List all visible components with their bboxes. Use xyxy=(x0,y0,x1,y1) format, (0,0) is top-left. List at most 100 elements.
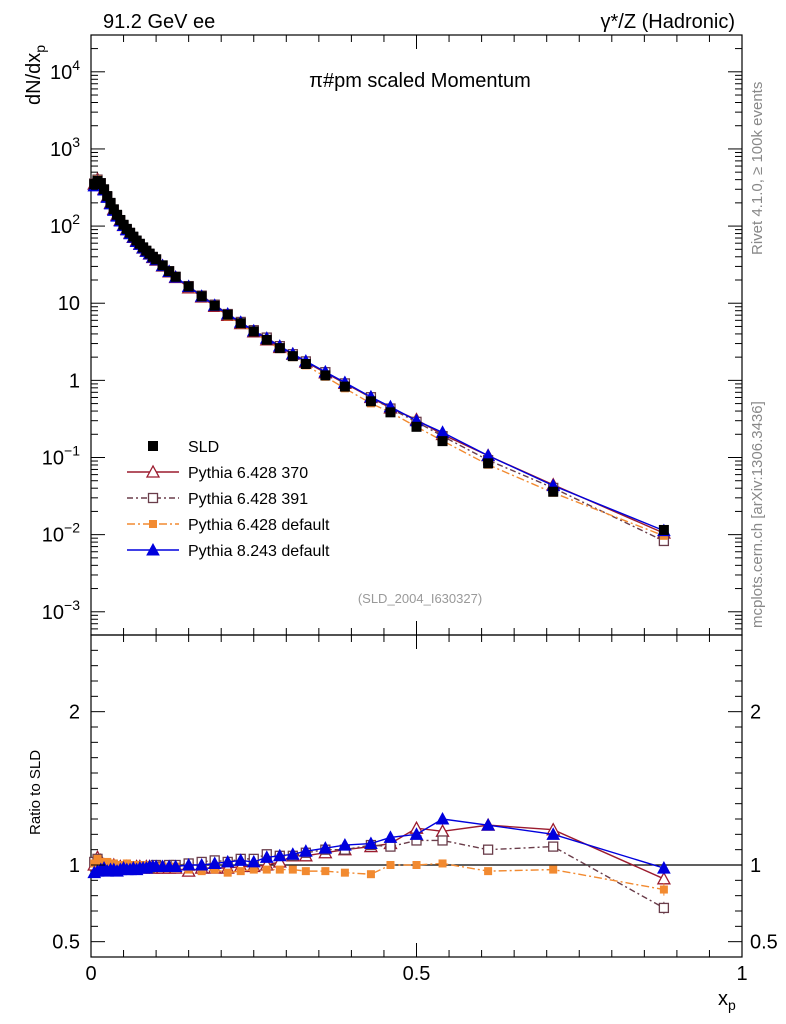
ratio-point-pythia-8-243-default xyxy=(409,827,424,840)
upper-line-pythia-6-428-default xyxy=(93,178,665,537)
upper-point-sld xyxy=(287,351,298,362)
plot-title: π#pm scaled Momentum xyxy=(309,70,531,92)
y-axis-label: dN/dxp xyxy=(23,45,48,105)
x-tick-label: 0 xyxy=(85,963,96,985)
legend-label: SLD xyxy=(188,439,219,456)
upper-point-sld xyxy=(112,209,123,220)
legend-label: Pythia 8.243 default xyxy=(188,543,330,560)
upper-series-group xyxy=(87,171,671,547)
upper-point-sld xyxy=(658,524,669,535)
ratio-point-pythia-8-243-default xyxy=(272,848,287,862)
x-tick-label: 0.5 xyxy=(403,963,431,985)
ratio-point-pythia-6-428-default xyxy=(223,868,232,877)
ratio-point-pythia-8-243-default xyxy=(657,861,671,874)
ratio-tick-label-right: 1 xyxy=(750,855,761,877)
ratio-point-pythia-6-428-default xyxy=(288,865,297,874)
ratio-point-pythia-6-428-default xyxy=(659,885,668,894)
upper-point-sld xyxy=(261,334,272,345)
upper-line-pythia-6-428-370 xyxy=(93,178,665,534)
ratio-point-pythia-8-243-default xyxy=(181,857,196,871)
ratio-tick-label: 2 xyxy=(69,702,80,724)
upper-point-sld xyxy=(151,254,162,265)
upper-point-sld xyxy=(385,407,396,418)
upper-point-sld xyxy=(235,318,246,329)
upper-point-sld xyxy=(209,300,220,311)
ratio-point-pythia-6-428-default xyxy=(236,867,245,876)
ratio-point-pythia-6-428-391 xyxy=(437,835,448,846)
ratio-point-pythia-6-428-default xyxy=(340,868,349,877)
ratio-point-pythia-8-243-default xyxy=(233,853,248,866)
x-tick-label: 1 xyxy=(736,963,747,985)
ratio-point-pythia-6-428-default xyxy=(301,867,310,876)
ratio-point-pythia-8-243-default xyxy=(338,838,352,851)
legend-marker xyxy=(148,441,158,451)
ratio-point-pythia-8-243-default xyxy=(481,818,495,831)
legend-marker xyxy=(145,464,161,478)
upper-point-sld xyxy=(548,486,559,497)
ratio-point-pythia-6-428-default xyxy=(386,861,395,869)
ratio-point-pythia-8-243-default xyxy=(220,854,235,868)
upper-point-sld xyxy=(437,436,448,447)
mcplots-label: mcplots.cern.ch [arXiv:1306.3436] xyxy=(749,401,766,628)
upper-point-sld xyxy=(183,281,194,292)
legend-label: Pythia 6.428 391 xyxy=(188,491,308,508)
ratio-tick-label-right: 0.5 xyxy=(750,932,778,954)
ratio-point-pythia-8-243-default xyxy=(546,827,561,840)
ratio-point-pythia-8-243-default xyxy=(168,859,183,873)
upper-point-sld xyxy=(248,326,259,337)
ratio-point-pythia-6-428-default xyxy=(249,865,258,874)
legend-marker xyxy=(146,542,160,556)
ratio-point-pythia-6-428-391 xyxy=(658,902,670,914)
upper-line-pythia-6-428-391 xyxy=(93,178,665,542)
energy-label: 91.2 GeV ee xyxy=(103,11,215,33)
upper-point-sld xyxy=(222,309,233,320)
ratio-point-pythia-8-243-default xyxy=(435,811,450,825)
ratio-point-pythia-6-428-default xyxy=(197,867,206,876)
rivet-version-label: Rivet 4.1.0, ≥ 100k events xyxy=(749,82,766,255)
ratio-point-pythia-8-243-default xyxy=(364,836,378,850)
upper-point-sld xyxy=(339,381,350,392)
x-axis-label: xp xyxy=(718,988,736,1013)
upper-point-sld xyxy=(108,204,119,215)
y-tick-label: 103 xyxy=(50,134,80,161)
legend-marker xyxy=(147,492,159,504)
upper-point-sld xyxy=(483,458,494,469)
upper-point-sld xyxy=(196,291,207,302)
ratio-point-pythia-6-428-391 xyxy=(385,841,396,852)
ratio-point-pythia-6-428-default xyxy=(549,865,558,874)
upper-point-sld xyxy=(170,271,181,282)
y-tick-label: 104 xyxy=(50,57,80,84)
ratio-point-pythia-8-243-default xyxy=(194,857,209,871)
ratio-point-pythia-6-428-391 xyxy=(548,841,559,852)
upper-point-sld xyxy=(157,260,168,271)
y-tick-label: 102 xyxy=(50,211,80,238)
ratio-series-group xyxy=(87,811,671,915)
ratio-point-pythia-6-428-default xyxy=(438,859,447,868)
upper-point-sld xyxy=(105,197,116,208)
upper-point-sld xyxy=(102,191,113,202)
upper-point-sld xyxy=(411,421,422,432)
upper-point-sld xyxy=(95,178,106,189)
legend-label: Pythia 6.428 370 xyxy=(188,465,308,482)
legend: SLD Pythia 6.428 370 Pythia 6.428 391 Pythi… xyxy=(127,439,330,560)
ratio-point-pythia-6-428-default xyxy=(275,865,284,874)
analysis-tag: (SLD_2004_I630327) xyxy=(358,591,482,606)
y-tick-label: 10−1 xyxy=(42,443,80,470)
legend-label: Pythia 6.428 default xyxy=(188,517,330,534)
ratio-point-pythia-8-243-default xyxy=(207,856,222,869)
ratio-point-pythia-6-428-default xyxy=(210,865,219,874)
ratio-tick-label-right: 2 xyxy=(750,702,761,724)
ratio-point-pythia-6-428-default xyxy=(412,861,421,869)
upper-point-sld xyxy=(300,358,311,369)
y-tick-label: 10−2 xyxy=(42,520,80,547)
ratio-point-pythia-8-243-default xyxy=(298,844,313,857)
upper-point-sld xyxy=(99,184,110,195)
ratio-point-pythia-6-428-default xyxy=(90,859,99,868)
ratio-point-pythia-8-243-default xyxy=(246,854,261,868)
y-tick-label: 10−3 xyxy=(42,597,80,624)
ratio-point-pythia-8-243-default xyxy=(259,850,274,863)
y-tick-label: 1 xyxy=(69,370,80,392)
ratio-plot-frame xyxy=(90,634,743,958)
ratio-point-pythia-8-243-default xyxy=(318,841,333,854)
